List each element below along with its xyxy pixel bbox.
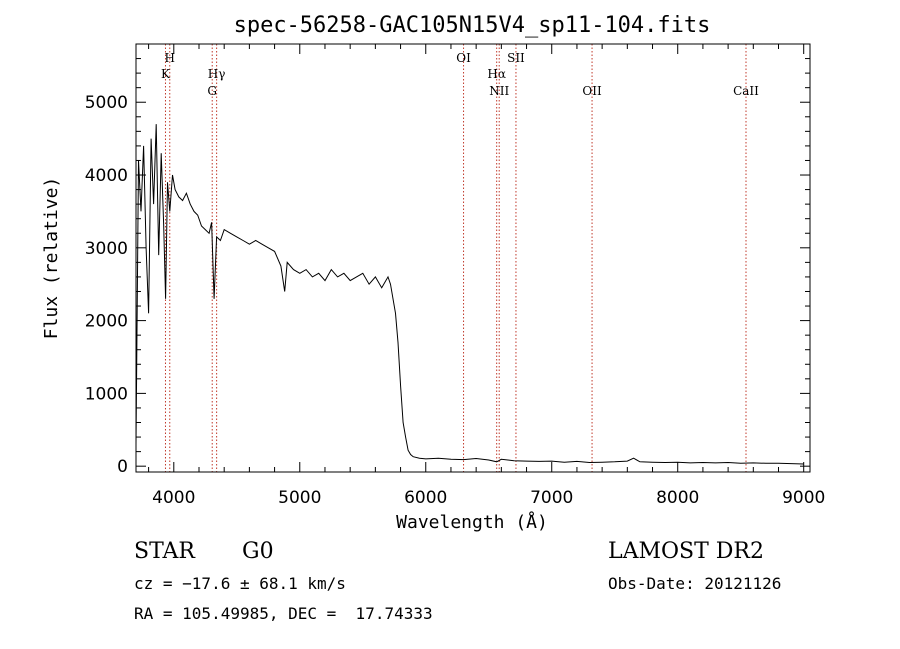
coordinates-readout: RA = 105.49985, DEC = 17.74333 <box>134 604 433 623</box>
object-subclass: G0 <box>242 539 274 564</box>
x-axis-label: Wavelength (Å) <box>396 511 548 533</box>
axis-ticks: 4000 5000 6000 7000 8000 9000 0 1000 2000 3000 400… <box>85 44 825 508</box>
x-tick-label: 5000 <box>278 488 321 508</box>
spectral-line-label: G <box>207 84 217 98</box>
x-tick-label: 6000 <box>404 488 447 508</box>
plot-frame <box>135 43 811 473</box>
spectral-line-label: K <box>161 67 171 81</box>
x-tick-label: 7000 <box>530 488 573 508</box>
spectral-lines: HK Hγ G OI Hα NII SII OII CaII <box>161 44 759 472</box>
y-tick-label: 0 <box>117 457 128 477</box>
spectral-line-label: SII <box>507 51 525 65</box>
spectral-line-label: Hγ <box>208 67 226 81</box>
observation-date: Obs-Date: 20121126 <box>608 574 782 593</box>
spectral-line-label: Hα <box>487 67 506 81</box>
x-tick-label: 9000 <box>782 488 825 508</box>
x-tick-label: 4000 <box>152 488 195 508</box>
y-tick-label: 1000 <box>85 384 128 404</box>
x-tick-label: 8000 <box>656 488 699 508</box>
spectral-line-label: H <box>165 51 175 65</box>
chart-title: spec-56258-GAC105N15V4_sp11-104.fits <box>234 13 711 38</box>
y-tick-label: 2000 <box>85 312 128 332</box>
y-tick-label: 3000 <box>85 239 128 259</box>
survey-name: LAMOST DR2 <box>608 539 764 564</box>
redshift-readout: cz = −17.6 ± 68.1 km/s <box>134 574 346 593</box>
spectral-line-label: NII <box>489 84 509 98</box>
spectral-line-label: OII <box>582 84 602 98</box>
object-class: STAR <box>134 539 195 564</box>
spectrum-line <box>135 124 804 465</box>
y-tick-label: 5000 <box>85 93 128 113</box>
spectral-line-label: CaII <box>733 84 759 98</box>
spectral-line-label: OI <box>456 51 471 65</box>
y-tick-label: 4000 <box>85 166 128 186</box>
y-axis-label: Flux (relative) <box>41 177 62 340</box>
spectrum-series <box>135 124 804 465</box>
